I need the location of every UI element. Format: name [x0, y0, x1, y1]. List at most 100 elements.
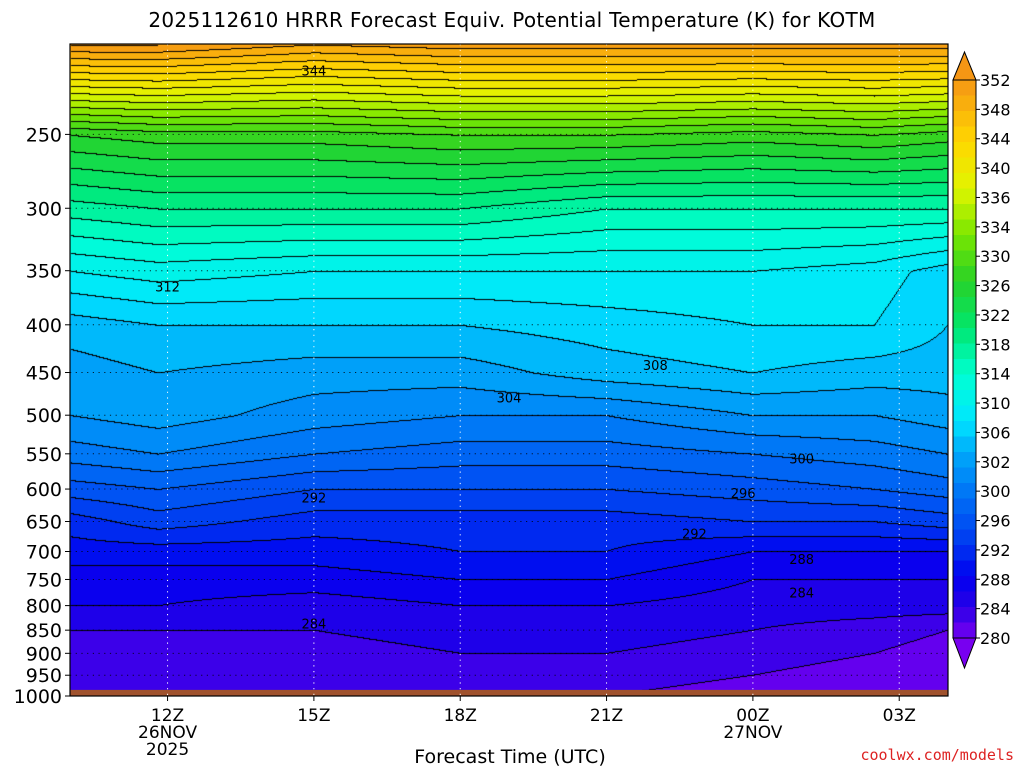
contour-label: 304	[497, 392, 522, 407]
colorbar-segment	[953, 157, 976, 174]
colorbar-label: 296	[980, 512, 1011, 531]
colorbar-label: 310	[980, 394, 1011, 413]
x-tick-label: 03Z	[883, 706, 916, 726]
colorbar-label: 288	[980, 570, 1011, 589]
colorbar-segment	[953, 297, 976, 313]
theta-e-field	[70, 44, 948, 696]
y-tick-label: 650	[26, 511, 62, 533]
colorbar-segment	[953, 514, 976, 530]
y-tick-label: 550	[26, 444, 62, 466]
y-tick-label: 950	[26, 665, 62, 687]
y-tick-label: 350	[26, 261, 62, 283]
x-year-label: 2025	[146, 740, 189, 760]
contour-label: 284	[301, 617, 326, 632]
contour-label: 300	[789, 453, 814, 468]
colorbar-label: 348	[980, 100, 1011, 119]
colorbar-label: 284	[980, 600, 1011, 619]
colorbar-segment	[953, 560, 976, 577]
contour-label: 288	[789, 553, 814, 568]
colorbar-label: 280	[980, 629, 1011, 648]
x-tick-label: 21Z	[590, 706, 623, 726]
y-tick-label: 700	[26, 542, 62, 564]
colorbar-segment	[953, 545, 976, 561]
colorbar-label: 314	[980, 365, 1011, 384]
colorbar-segment	[953, 142, 976, 158]
colorbar-segment	[953, 235, 976, 251]
contour-label: 296	[731, 487, 756, 502]
colorbar-segment	[953, 312, 976, 329]
colorbar-segment	[953, 188, 976, 205]
y-tick-label: 500	[26, 405, 62, 427]
colorbar-label: 336	[980, 188, 1011, 207]
x-tick-label: 00Z	[736, 706, 769, 726]
y-tick-label: 1000	[14, 686, 62, 708]
colorbar-segment	[953, 111, 976, 127]
colorbar-label: 322	[980, 306, 1011, 325]
colorbar-label: 300	[980, 482, 1011, 501]
colorbar-segment	[953, 328, 976, 344]
colorbar-segment	[953, 405, 976, 422]
contour-label: 284	[789, 586, 814, 601]
x-date-label: 27NOV	[723, 723, 782, 743]
colorbar-label: 318	[980, 335, 1011, 354]
colorbar-segment	[953, 452, 976, 468]
colorbar-top-arrow	[952, 50, 977, 81]
colorbar-bottom-arrow	[952, 637, 977, 670]
colorbar-segment	[953, 576, 976, 592]
colorbar-segment	[953, 173, 976, 189]
colorbar-segment	[953, 591, 976, 608]
colorbar-label: 352	[980, 71, 1011, 90]
y-tick-label: 400	[26, 315, 62, 337]
colorbar-segment	[953, 250, 976, 267]
colorbar-segment	[953, 421, 976, 437]
y-tick-label: 600	[26, 479, 62, 501]
colorbar-label: 330	[980, 247, 1011, 266]
colorbar-segment	[953, 622, 976, 639]
x-tick-label: 12Z	[151, 706, 184, 726]
colorbar-label: 306	[980, 423, 1011, 442]
contour-label: 308	[643, 359, 668, 374]
colorbar-segment	[953, 467, 976, 484]
y-tick-label: 450	[26, 363, 62, 385]
colorbar-label: 326	[980, 277, 1011, 296]
colorbar-label: 344	[980, 130, 1011, 149]
colorbar-segment	[953, 529, 976, 546]
colorbar-segment	[953, 219, 976, 236]
colorbar-label: 292	[980, 541, 1011, 560]
ground-shading	[70, 689, 948, 696]
colorbar-segment	[953, 483, 976, 499]
colorbar-segment	[953, 359, 976, 375]
credit-link[interactable]: coolwx.com/models	[860, 746, 1014, 764]
contour-label: 292	[682, 527, 707, 542]
contour-label: 344	[301, 64, 326, 79]
colorbar-segment	[953, 126, 976, 143]
y-tick-label: 300	[26, 198, 62, 220]
plot-frame	[69, 43, 949, 697]
colorbar-segment	[953, 498, 976, 515]
y-tick-label: 800	[26, 596, 62, 618]
y-tick-label: 900	[26, 643, 62, 665]
colorbar-segment	[953, 374, 976, 391]
x-axis-label: Forecast Time (UTC)	[414, 746, 606, 768]
x-date-label: 26NOV	[138, 723, 197, 743]
x-tick-label: 15Z	[297, 706, 330, 726]
colorbar-segment	[953, 80, 976, 96]
colorbar-segment	[953, 390, 976, 406]
contour-label: 312	[155, 281, 180, 296]
colorbar-segment	[953, 343, 976, 360]
colorbar-frame	[952, 79, 977, 639]
contour-label: 292	[301, 491, 326, 506]
y-tick-label: 750	[26, 569, 62, 591]
colorbar-segment	[953, 204, 976, 220]
chart-title: 2025112610 HRRR Forecast Equiv. Potentia…	[148, 8, 876, 32]
colorbar-label: 340	[980, 159, 1011, 178]
colorbar-segment	[953, 281, 976, 298]
colorbar-segment	[953, 266, 976, 282]
x-tick-label: 18Z	[444, 706, 477, 726]
colorbar-segment	[953, 607, 976, 623]
colorbar-segment	[953, 95, 976, 112]
y-tick-label: 850	[26, 620, 62, 642]
colorbar-label: 334	[980, 218, 1011, 237]
colorbar-label: 302	[980, 453, 1011, 472]
